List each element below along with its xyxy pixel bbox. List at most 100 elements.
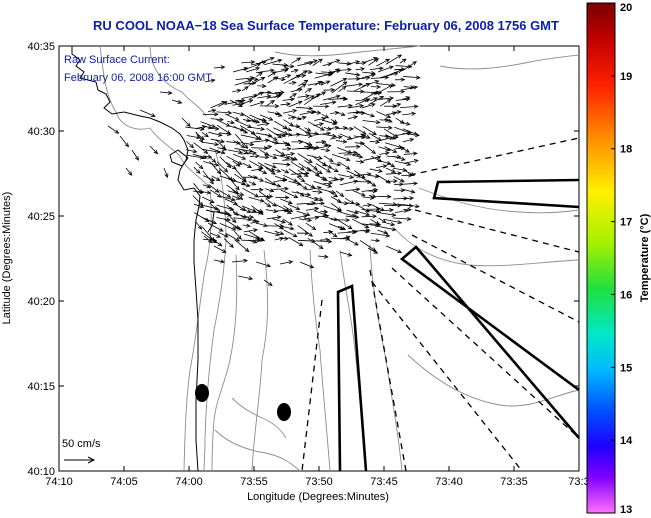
- current-vector: [314, 80, 323, 86]
- current-vector: [272, 76, 286, 82]
- current-vector: [227, 124, 245, 132]
- current-vector: [394, 146, 406, 151]
- current-vector: [322, 94, 341, 101]
- current-vector: [283, 205, 294, 213]
- current-vector: [307, 186, 322, 191]
- current-vector: [402, 137, 415, 143]
- colorbar-tick-label: 15: [620, 362, 632, 374]
- current-vector: [338, 161, 351, 170]
- current-vector: [243, 63, 262, 71]
- current-vector: [245, 66, 261, 73]
- current-vector: [328, 125, 340, 130]
- current-vector: [394, 160, 412, 166]
- current-vector: [315, 163, 332, 173]
- current-vector: [257, 117, 267, 122]
- current-vector: [296, 176, 306, 183]
- shipping-lane-wedges: [336, 178, 580, 472]
- current-vector: [202, 196, 215, 204]
- current-vector: [250, 187, 264, 192]
- current-vector: [328, 176, 339, 181]
- current-vector: [402, 132, 420, 138]
- current-vector: [234, 239, 250, 253]
- current-vector: [336, 111, 346, 117]
- current-vector: [213, 65, 226, 70]
- current-vector: [288, 100, 303, 108]
- annotation-line-2: February 06, 2008 16:00 GMT: [64, 72, 212, 84]
- current-vector: [256, 121, 270, 127]
- current-vector: [249, 91, 265, 100]
- current-vector: [209, 161, 222, 175]
- current-vector: [378, 217, 387, 223]
- current-vector: [283, 74, 301, 85]
- current-vector: [320, 209, 329, 214]
- y-axis-label: Latitude (Degrees:Minutes): [1, 192, 13, 325]
- current-vector: [369, 222, 382, 227]
- current-vector: [400, 203, 420, 209]
- current-vector: [125, 167, 133, 176]
- current-vector: [259, 155, 270, 160]
- current-vector: [288, 237, 304, 247]
- current-vector: [305, 222, 317, 231]
- current-vector: [242, 223, 251, 228]
- current-vector: [369, 66, 384, 71]
- current-vector: [304, 159, 318, 171]
- current-vector: [203, 190, 212, 195]
- current-vector: [319, 100, 337, 105]
- current-vector: [204, 78, 216, 83]
- current-vector: [218, 101, 228, 107]
- current-vector: [264, 181, 282, 188]
- current-vector: [385, 171, 403, 176]
- current-vector: [378, 136, 394, 142]
- current-vector: [247, 119, 261, 124]
- current-vector: [279, 260, 294, 265]
- map-frame: [58, 45, 580, 472]
- current-vector: [362, 126, 377, 136]
- current-vector: [296, 83, 307, 91]
- current-vector: [255, 68, 275, 74]
- current-vector: [345, 82, 364, 87]
- current-vector: [354, 170, 366, 179]
- current-vector: [131, 149, 139, 161]
- current-vector: [346, 209, 359, 215]
- current-vector: [239, 125, 256, 135]
- current-vector: [346, 170, 362, 178]
- current-vector: [241, 205, 257, 213]
- current-vector: [163, 167, 169, 179]
- colorbar-tick-label: 18: [620, 144, 632, 156]
- current-vector: [291, 161, 305, 171]
- current-vector: [224, 113, 240, 121]
- current-vector: [385, 245, 403, 254]
- current-vector: [361, 102, 376, 109]
- current-vector: [347, 89, 365, 94]
- current-vector: [248, 239, 258, 244]
- current-vector: [299, 261, 315, 269]
- current-vector: [256, 237, 266, 242]
- current-vector: [266, 127, 282, 139]
- current-vector: [282, 157, 296, 162]
- current-vector: [329, 177, 345, 182]
- current-vector: [402, 96, 411, 101]
- current-vector: [219, 190, 232, 198]
- current-vector: [314, 144, 332, 150]
- current-vector: [248, 181, 257, 186]
- current-vector: [377, 225, 397, 232]
- colorbar-label: Temperature (°C): [639, 213, 651, 302]
- current-vector: [307, 237, 324, 250]
- current-vector: [210, 126, 220, 131]
- current-vector: [338, 67, 352, 72]
- current-vector: [362, 120, 381, 125]
- current-vector: [265, 167, 276, 175]
- current-vector: [403, 75, 421, 80]
- y-tick-label: 40:10: [27, 466, 55, 478]
- x-tick-label: 73:35: [500, 476, 528, 488]
- current-vector: [290, 68, 299, 73]
- current-vector: [379, 151, 390, 156]
- current-vector: [403, 207, 412, 212]
- current-vector: [362, 195, 375, 200]
- current-vector: [280, 198, 293, 205]
- current-vector: [210, 237, 223, 247]
- current-vector: [291, 57, 302, 64]
- current-vector: [330, 202, 343, 212]
- current-vector: [384, 142, 403, 149]
- current-vector: [335, 190, 345, 197]
